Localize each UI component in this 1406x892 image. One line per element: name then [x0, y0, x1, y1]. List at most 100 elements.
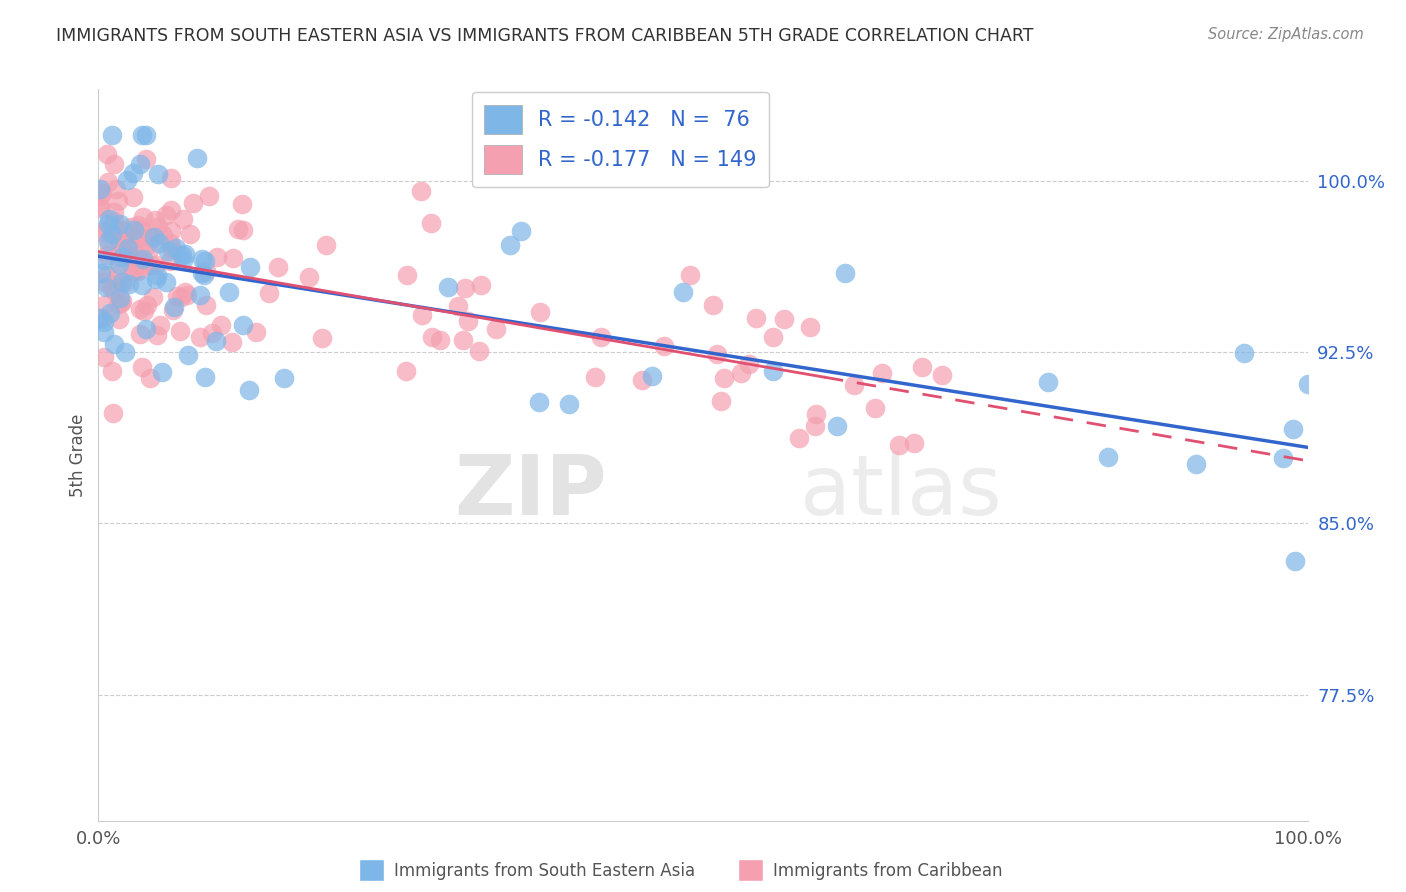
Point	[457, 314, 479, 328]
Point	[89, 189, 111, 203]
Point	[209, 318, 232, 332]
Point	[111, 230, 134, 244]
Point	[107, 235, 129, 249]
Point	[395, 268, 418, 282]
Point	[165, 241, 187, 255]
Point	[451, 333, 474, 347]
Point	[420, 216, 443, 230]
Point	[108, 291, 131, 305]
Point	[509, 224, 531, 238]
Point	[238, 383, 260, 397]
Point	[221, 335, 243, 350]
Point	[267, 260, 290, 274]
Point	[804, 407, 827, 421]
Point	[799, 320, 821, 334]
Point	[231, 197, 253, 211]
Point	[454, 281, 477, 295]
Point	[90, 225, 112, 239]
Point	[162, 303, 184, 318]
Point	[149, 318, 172, 333]
Point	[94, 279, 117, 293]
Point	[162, 242, 184, 256]
Point	[89, 199, 111, 213]
Point	[1296, 377, 1319, 392]
Point	[672, 285, 695, 300]
Point	[155, 208, 177, 222]
Point	[127, 264, 149, 278]
Point	[173, 285, 195, 299]
Point	[114, 344, 136, 359]
Point	[911, 359, 934, 374]
Point	[804, 419, 827, 434]
Point	[870, 366, 893, 380]
Point	[139, 259, 162, 273]
Point	[205, 334, 228, 348]
Point	[166, 289, 188, 303]
Point	[145, 268, 167, 283]
Point	[470, 277, 492, 292]
Point	[176, 288, 198, 302]
Point	[179, 227, 201, 241]
Point	[107, 267, 129, 281]
Point	[103, 222, 125, 236]
Point	[145, 259, 167, 273]
Point	[193, 268, 215, 282]
Point	[273, 370, 295, 384]
Point	[117, 277, 139, 292]
Point	[678, 268, 700, 283]
Point	[132, 252, 155, 266]
Point	[245, 326, 267, 340]
Point	[446, 299, 468, 313]
Point	[411, 309, 433, 323]
Y-axis label: 5th Grade: 5th Grade	[69, 413, 87, 497]
Point	[395, 364, 418, 378]
Point	[111, 275, 134, 289]
Point	[150, 365, 173, 379]
Point	[197, 189, 219, 203]
Point	[173, 247, 195, 261]
Point	[103, 220, 125, 235]
Point	[120, 236, 142, 251]
Text: Source: ZipAtlas.com: Source: ZipAtlas.com	[1208, 27, 1364, 42]
Point	[420, 329, 443, 343]
Point	[706, 346, 728, 360]
Point	[641, 368, 664, 383]
Point	[97, 217, 120, 231]
Point	[129, 156, 152, 170]
Point	[142, 290, 165, 304]
Point	[190, 330, 212, 344]
Point	[93, 350, 115, 364]
Point	[104, 284, 127, 298]
Point	[160, 224, 183, 238]
Legend: R = -0.142   N =  76, R = -0.177   N = 149: R = -0.142 N = 76, R = -0.177 N = 149	[471, 92, 769, 186]
Point	[159, 253, 181, 268]
Point	[194, 264, 217, 278]
Point	[93, 315, 115, 329]
Point	[163, 300, 186, 314]
Point	[103, 214, 125, 228]
Point	[134, 239, 156, 253]
Point	[160, 203, 183, 218]
Point	[146, 167, 169, 181]
Point	[409, 185, 432, 199]
Point	[772, 311, 794, 326]
Point	[129, 302, 152, 317]
Point	[131, 210, 153, 224]
Point	[135, 128, 157, 142]
Point	[218, 285, 240, 299]
Point	[146, 220, 169, 235]
Point	[172, 212, 194, 227]
Point	[863, 401, 886, 415]
Point	[143, 213, 166, 227]
Point	[114, 275, 136, 289]
Point	[120, 219, 142, 234]
Point	[186, 152, 208, 166]
Point	[1272, 450, 1295, 465]
Point	[90, 186, 112, 200]
Point	[744, 311, 766, 326]
Point	[152, 228, 174, 243]
Point	[825, 418, 848, 433]
Point	[429, 333, 451, 347]
Point	[298, 269, 321, 284]
Point	[903, 436, 925, 450]
